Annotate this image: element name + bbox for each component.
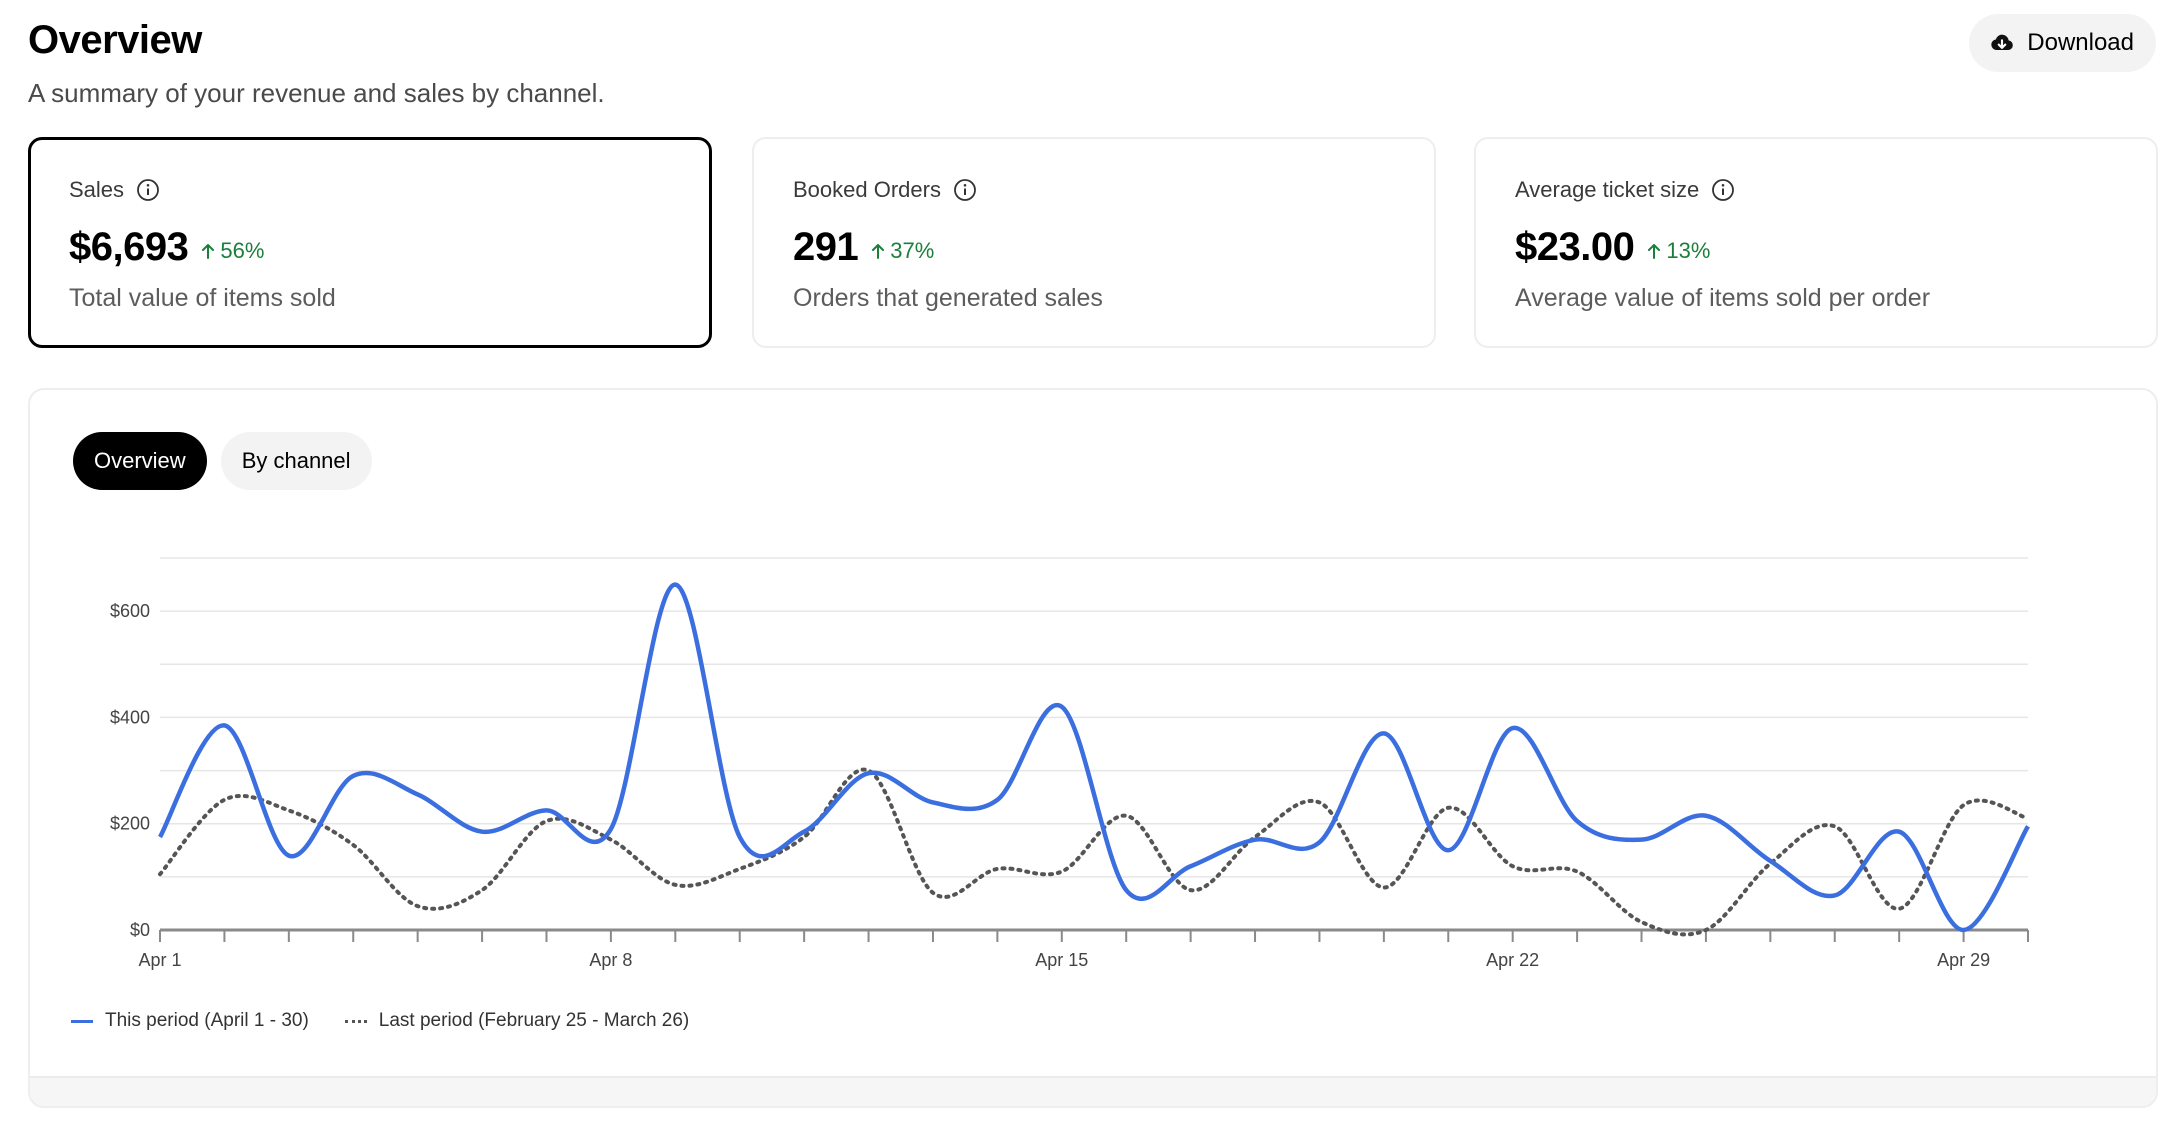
delta-value: 13% — [1666, 238, 1711, 263]
download-button[interactable]: Download — [1969, 14, 2156, 72]
tab-by-channel[interactable]: By channel — [220, 432, 372, 490]
page-title: Overview — [28, 18, 202, 62]
legend-swatch-solid — [71, 1019, 93, 1023]
x-tick-label: Apr 15 — [1035, 950, 1088, 970]
cloud-download-icon — [1991, 34, 2014, 51]
metric-card-sales[interactable]: Sales $6,693 56% Total value of items so… — [28, 137, 712, 348]
legend-label: Last period (February 25 - March 26) — [378, 1010, 690, 1031]
x-tick-label: Apr 22 — [1486, 950, 1539, 970]
chart-footer — [30, 1076, 2156, 1106]
card-label: Sales — [69, 177, 125, 202]
legend-label: This period (April 1 - 30) — [105, 1010, 309, 1031]
download-label: Download — [2027, 29, 2134, 56]
line-chart: $0 $200 $400 $600 Apr 1 Apr 8 Apr 15 Apr 22 Apr … — [110, 557, 2030, 970]
series-line-this-period — [158, 582, 2030, 933]
card-value: $23.00 — [1515, 225, 1635, 269]
info-icon[interactable] — [1711, 178, 1735, 202]
x-tick-label: Apr 8 — [589, 950, 632, 970]
series-line-last-period — [158, 767, 2030, 937]
tab-overview[interactable]: Overview — [73, 432, 207, 490]
arrow-up-icon — [1648, 244, 1661, 259]
card-description: Average value of items sold per order — [1515, 284, 1931, 312]
info-icon[interactable] — [953, 178, 977, 202]
info-icon[interactable] — [136, 178, 160, 202]
chart-legend: This period (April 1 - 30) Last period (… — [71, 1010, 689, 1032]
arrow-up-icon — [202, 244, 215, 259]
legend-item-last-period: Last period (February 25 - March 26) — [344, 1010, 690, 1032]
y-tick-label: $600 — [110, 601, 150, 621]
metric-card-average-ticket-size[interactable]: Average ticket size $23.00 13% Average v… — [1474, 137, 2158, 348]
y-tick-label: $200 — [110, 814, 150, 834]
delta-badge: 56% — [200, 238, 264, 264]
x-tick-label: Apr 29 — [1937, 950, 1990, 970]
legend-swatch-dotted — [344, 1019, 367, 1023]
card-value: $6,693 — [69, 225, 189, 269]
card-value: 291 — [793, 225, 859, 269]
card-label: Average ticket size — [1515, 177, 1700, 202]
metric-card-booked-orders[interactable]: Booked Orders 291 37% Orders that genera… — [752, 137, 1436, 348]
card-description: Orders that generated sales — [793, 284, 1103, 312]
card-label: Booked Orders — [793, 177, 941, 202]
delta-badge: 13% — [1646, 238, 1710, 264]
arrow-up-icon — [872, 244, 885, 259]
chart-tabs: Overview By channel — [73, 432, 372, 490]
legend-item-this-period: This period (April 1 - 30) — [71, 1010, 309, 1032]
delta-value: 56% — [220, 238, 265, 263]
y-tick-label: $400 — [110, 707, 150, 727]
chart-panel: Overview By channel $0 $200 $400 $600 Apr 1 A… — [28, 388, 2158, 1108]
delta-badge: 37% — [870, 238, 934, 264]
x-tick-label: Apr 1 — [138, 950, 181, 970]
delta-value: 37% — [890, 238, 935, 263]
page-subtitle: A summary of your revenue and sales by c… — [28, 78, 605, 108]
y-tick-label: $0 — [130, 920, 150, 940]
card-description: Total value of items sold — [69, 284, 336, 312]
